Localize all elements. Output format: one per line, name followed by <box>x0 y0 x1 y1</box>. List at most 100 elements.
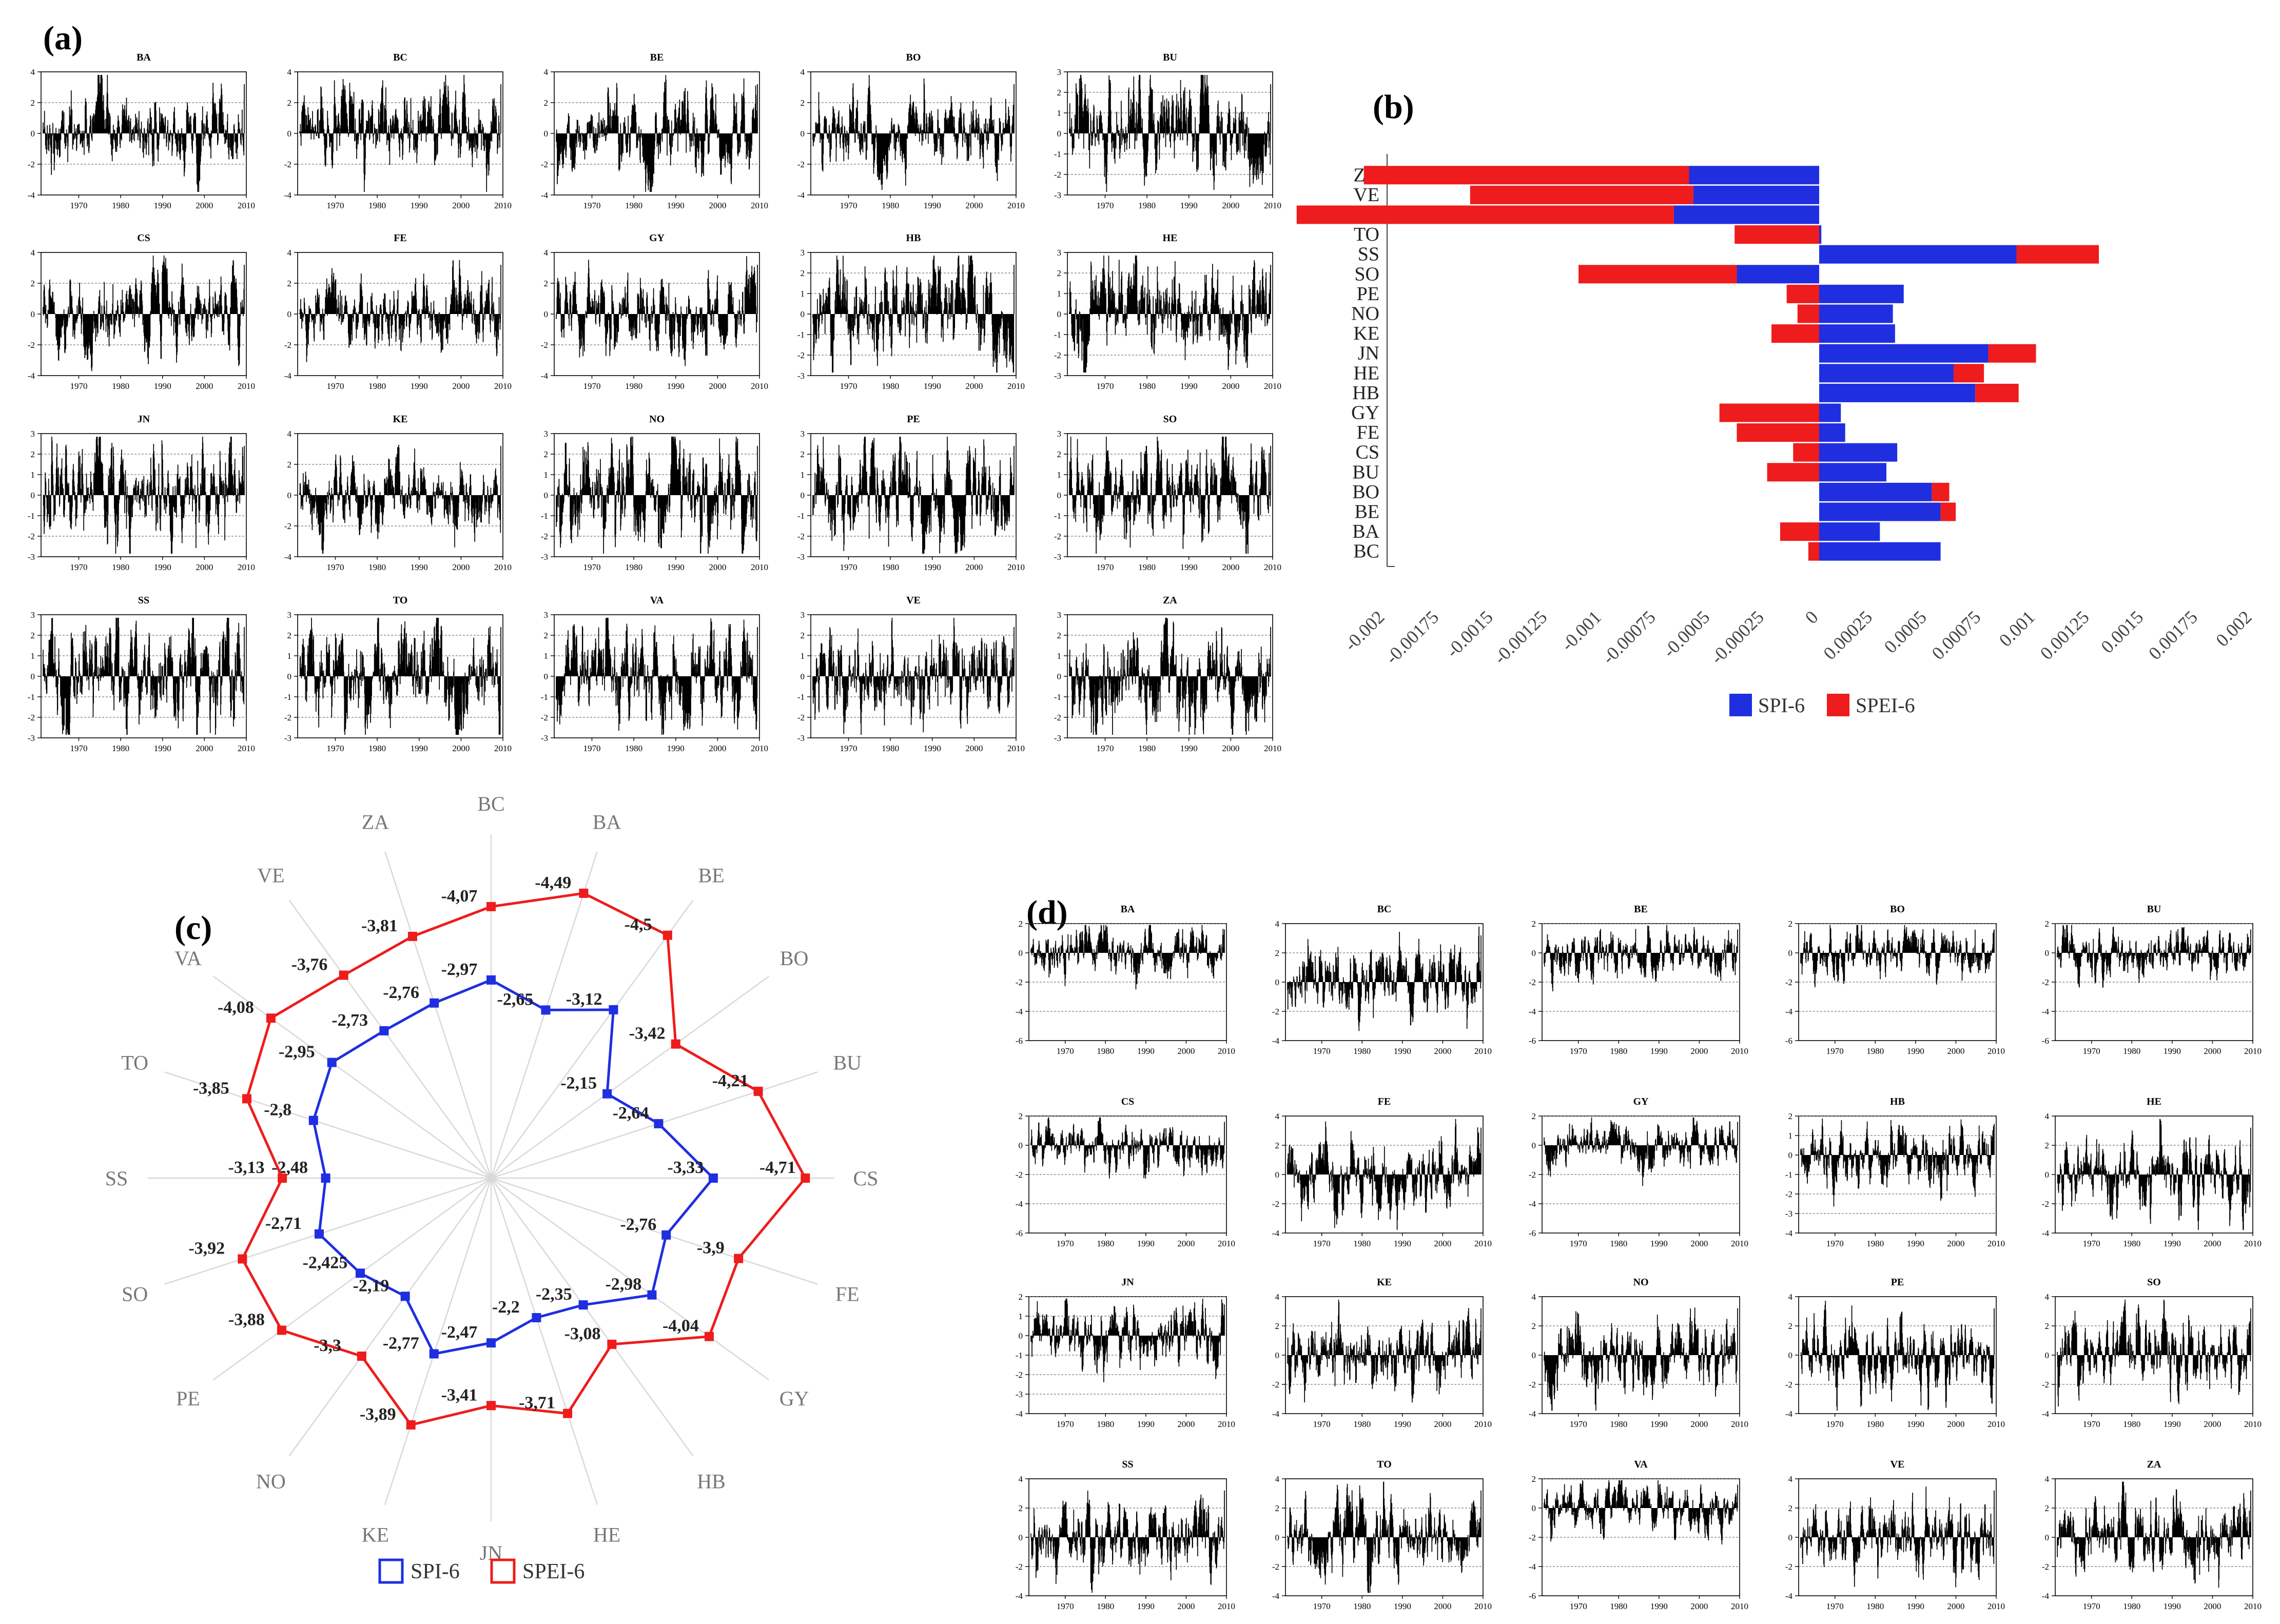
d-xtick-label: 2010 <box>1731 1419 1748 1429</box>
d-subplot-he: HE -4 -2 0 2 4 1970 1980 1990 2000 2010 <box>2042 1096 2262 1248</box>
d-ytick-label: -4 <box>1272 1228 1280 1238</box>
a-ytick-label: 3 <box>544 610 549 620</box>
b-bar-spi6 <box>1819 502 1941 521</box>
a-ytick-label: -1 <box>1054 330 1061 340</box>
d-ytick-label: 0 <box>1788 1351 1793 1360</box>
d-ytick-label: 2 <box>1275 1321 1280 1331</box>
a-xtick-label: 1970 <box>583 743 600 753</box>
a-xtick-label: 1970 <box>583 201 600 210</box>
d-xtick-label: 2000 <box>1690 1239 1708 1248</box>
a-ytick-label: -4 <box>284 190 292 200</box>
d-ytick-label: 1 <box>1788 1131 1793 1141</box>
a-ytick-label: 4 <box>544 248 549 258</box>
a-xtick-label: 1990 <box>1180 562 1198 572</box>
a-subplot-ke: KE -4 -2 0 2 4 1970 1980 1990 2000 2010 <box>284 414 512 572</box>
a-xtick-label: 1990 <box>924 743 941 753</box>
d-subplot-title: KE <box>1377 1277 1392 1288</box>
a-series-ba <box>43 75 245 192</box>
b-legend-swatch-spei6 <box>1827 694 1849 716</box>
a-subplot-gy: GY -4 -2 0 2 4 1970 1980 1990 2000 2010 <box>541 232 768 391</box>
a-ytick-label: 2 <box>544 631 549 640</box>
a-subplot-title: NO <box>649 414 665 425</box>
c-spoke <box>490 851 598 1179</box>
d-ytick-label: 0 <box>2045 1351 2050 1360</box>
a-subplot-va: VA -3 -2 -1 0 1 2 3 1970 1980 1990 2000 2010 <box>541 595 768 753</box>
c-value-label-spei6: -3,42 <box>629 1024 666 1043</box>
a-ytick-label: -4 <box>541 190 549 200</box>
c-point-spei6 <box>563 1408 573 1418</box>
a-xtick-label: 1990 <box>1180 743 1198 753</box>
d-xtick-label: 2010 <box>1987 1046 2005 1056</box>
d-ytick-label: -6 <box>1529 1036 1536 1046</box>
d-xtick-label: 2010 <box>1987 1601 2005 1611</box>
a-ytick-label: 0 <box>1057 309 1062 319</box>
d-xtick-label: 1970 <box>1570 1046 1587 1056</box>
a-subplot-cs: CS -4 -2 0 2 4 1970 1980 1990 2000 2010 <box>28 232 255 391</box>
d-ytick-label: -2 <box>1529 1533 1536 1542</box>
a-ytick-label: 2 <box>31 279 35 288</box>
a-ytick-label: -2 <box>284 521 291 531</box>
b-category-label: VE <box>1353 184 1379 206</box>
c-point-spei6 <box>238 1254 247 1264</box>
d-series-bu <box>2057 925 2251 988</box>
d-ytick-label: 2 <box>1019 1292 1023 1302</box>
a-ytick-label: -2 <box>797 713 805 722</box>
a-xtick-label: 1980 <box>625 562 642 572</box>
d-ytick-label: 0 <box>2045 1170 2050 1180</box>
d-ytick-label: 2 <box>1532 1111 1536 1121</box>
c-category-label: FE <box>835 1283 860 1306</box>
a-ytick-label: -1 <box>1054 692 1061 702</box>
c-point-spei6 <box>278 1173 287 1183</box>
a-xtick-label: 2000 <box>709 381 726 391</box>
a-xtick-label: 2000 <box>196 562 213 572</box>
d-subplot-title: CS <box>1121 1096 1135 1107</box>
d-xtick-label: 1990 <box>1650 1419 1668 1429</box>
d-xtick-label: 1980 <box>1097 1419 1114 1429</box>
d-ytick-label: 2 <box>1019 919 1023 929</box>
c-value-label-spei6: -3,85 <box>193 1079 229 1098</box>
d-subplot-title: BO <box>1890 904 1905 915</box>
d-xtick-label: 2010 <box>1987 1239 2005 1248</box>
a-subplot-title: SO <box>1163 414 1177 425</box>
c-spoke <box>491 975 770 1179</box>
d-subplot-fe: FE -4 -2 0 2 4 1970 1980 1990 2000 2010 <box>1272 1096 1492 1248</box>
a-subplot-title: BA <box>137 52 151 63</box>
d-xtick-label: 2000 <box>1434 1419 1451 1429</box>
a-ytick-label: -3 <box>1054 733 1061 743</box>
a-ytick-label: 0 <box>31 309 35 319</box>
d-ytick-label: 2 <box>1788 1321 1793 1331</box>
c-category-label: ZA <box>362 811 389 834</box>
d-series-ke <box>1287 1299 1482 1403</box>
panel-label-d: (d) <box>1026 894 1068 931</box>
d-subplot-title: BU <box>2147 904 2161 915</box>
d-ytick-label: 0 <box>1019 1533 1023 1542</box>
a-xtick-label: 1990 <box>154 562 171 572</box>
d-ytick-label: -6 <box>1529 1228 1536 1238</box>
d-ytick-label: 0 <box>1788 1150 1793 1160</box>
a-xtick-label: 1970 <box>70 743 87 753</box>
c-value-label-spei6: -4,07 <box>441 887 478 906</box>
a-ytick-label: 2 <box>31 631 35 640</box>
d-ytick-label: 0 <box>1019 948 1023 958</box>
a-ytick-label: 0 <box>31 672 35 681</box>
d-subplot-ba: BA -6 -4 -2 0 2 1970 1980 1990 2000 2010 <box>1016 904 1235 1056</box>
a-ytick-label: -1 <box>1054 149 1061 159</box>
a-xtick-label: 1970 <box>70 381 87 391</box>
c-category-label: HB <box>697 1470 726 1493</box>
d-subplot-to: TO -4 -2 0 2 4 1970 1980 1990 2000 2010 <box>1272 1459 1492 1611</box>
a-xtick-label: 1970 <box>1096 201 1114 210</box>
d-ytick-label: -4 <box>1529 1199 1536 1209</box>
a-xtick-label: 2010 <box>494 562 512 572</box>
d-ytick-label: 4 <box>1788 1474 1793 1484</box>
a-xtick-label: 2010 <box>1264 562 1281 572</box>
d-series-ve <box>1800 1486 1995 1588</box>
d-xtick-label: 2010 <box>1218 1239 1235 1248</box>
d-xtick-label: 1970 <box>1570 1601 1587 1611</box>
d-xtick-label: 1970 <box>1313 1419 1331 1429</box>
c-point-spi6 <box>327 1058 337 1067</box>
panel-label-a: (a) <box>43 19 83 57</box>
c-value-label-spei6: -4,71 <box>759 1158 796 1177</box>
a-subplot-title: HE <box>1163 232 1178 244</box>
a-ytick-label: 1 <box>1057 108 1062 118</box>
